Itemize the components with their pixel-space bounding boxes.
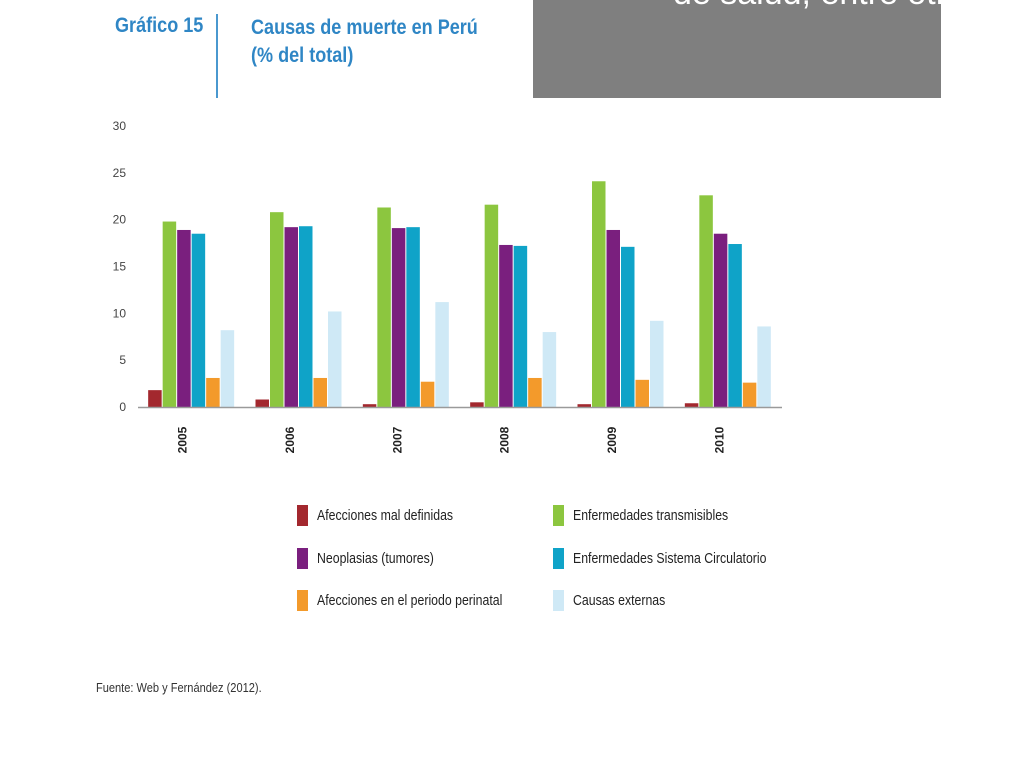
chart-title: Causas de muerte en Perú (% del total) [251, 14, 509, 70]
x-tick-label: 2008 [498, 426, 512, 453]
bar [191, 233, 206, 407]
x-tick-label: 2005 [176, 426, 190, 453]
bar [713, 233, 728, 407]
bar [635, 379, 649, 407]
bar [420, 381, 435, 407]
bar [270, 212, 284, 407]
legend-label: Afecciones en el periodo perinatal [317, 591, 503, 609]
bar [542, 332, 557, 407]
y-tick-label: 15 [113, 260, 127, 274]
legend-swatch [297, 589, 308, 611]
bar [328, 311, 342, 407]
legend-swatch [553, 504, 564, 526]
y-tick-label: 30 [113, 119, 127, 133]
bar [470, 402, 484, 407]
text-banner: de salud, entre otros. [533, 0, 941, 98]
legend-swatch [553, 589, 564, 611]
banner-text: de salud, entre otros. [673, 0, 941, 13]
bar [177, 229, 191, 407]
chart-number: Gráfico 15 [115, 14, 204, 37]
bar [577, 404, 591, 407]
bar [313, 377, 327, 407]
legend-label: Causas externas [573, 591, 666, 609]
bar [621, 246, 635, 407]
chart-title-line1: Causas de muerte en Perú [251, 16, 478, 39]
x-tick-label: 2010 [712, 426, 726, 453]
y-tick-label: 0 [119, 400, 126, 414]
x-tick-label: 2009 [605, 426, 619, 453]
legend-swatch [297, 547, 308, 569]
y-tick-label: 5 [119, 353, 126, 367]
legend-item: Afecciones en el periodo perinatal [297, 588, 543, 612]
chart-title-line2: (% del total) [251, 44, 354, 67]
legend-item: Afecciones mal definidas [297, 503, 483, 527]
bar [699, 195, 713, 407]
bar [757, 326, 771, 407]
legend-swatch [297, 504, 308, 526]
bar [684, 403, 699, 407]
bar [484, 204, 499, 407]
bar [148, 390, 162, 407]
bar [406, 227, 420, 407]
bar [206, 377, 220, 407]
bar-chart: 0 5 10 15 20 25 30 2005 2006 2007 2008 2009 2010 [113, 119, 782, 453]
bar [592, 181, 606, 407]
y-tick-label: 10 [113, 306, 127, 320]
legend-label: Neoplasias (tumores) [317, 549, 434, 567]
bar [728, 244, 742, 407]
title-divider [216, 14, 218, 98]
bar [362, 404, 377, 407]
bar [435, 302, 449, 407]
bar [606, 229, 620, 407]
legend-label: Enfermedades transmisibles [573, 506, 729, 524]
legend-item: Causas externas [553, 588, 686, 612]
legend-label: Afecciones mal definidas [317, 506, 454, 524]
legend-item: Enfermedades Sistema Circulatorio [553, 546, 809, 570]
legend-swatch [553, 547, 564, 569]
y-tick-label: 25 [113, 166, 127, 180]
y-tick-label: 20 [113, 213, 127, 227]
bar [162, 221, 177, 407]
bar [742, 382, 757, 407]
bar [528, 377, 542, 407]
bar [255, 399, 269, 407]
legend-item: Neoplasias (tumores) [297, 546, 460, 570]
bar [220, 330, 235, 407]
x-tick-label: 2007 [390, 426, 404, 453]
bar [391, 228, 406, 407]
x-tick-label: 2006 [283, 426, 297, 453]
legend-label: Enfermedades Sistema Circulatorio [573, 549, 767, 567]
legend-item: Enfermedades transmisibles [553, 503, 762, 527]
bar [377, 207, 391, 407]
source-note: Fuente: Web y Fernández (2012). [96, 680, 262, 695]
bar [284, 227, 298, 407]
bar [299, 226, 313, 407]
bar [650, 320, 664, 407]
bar [513, 245, 528, 407]
bar [499, 244, 513, 407]
